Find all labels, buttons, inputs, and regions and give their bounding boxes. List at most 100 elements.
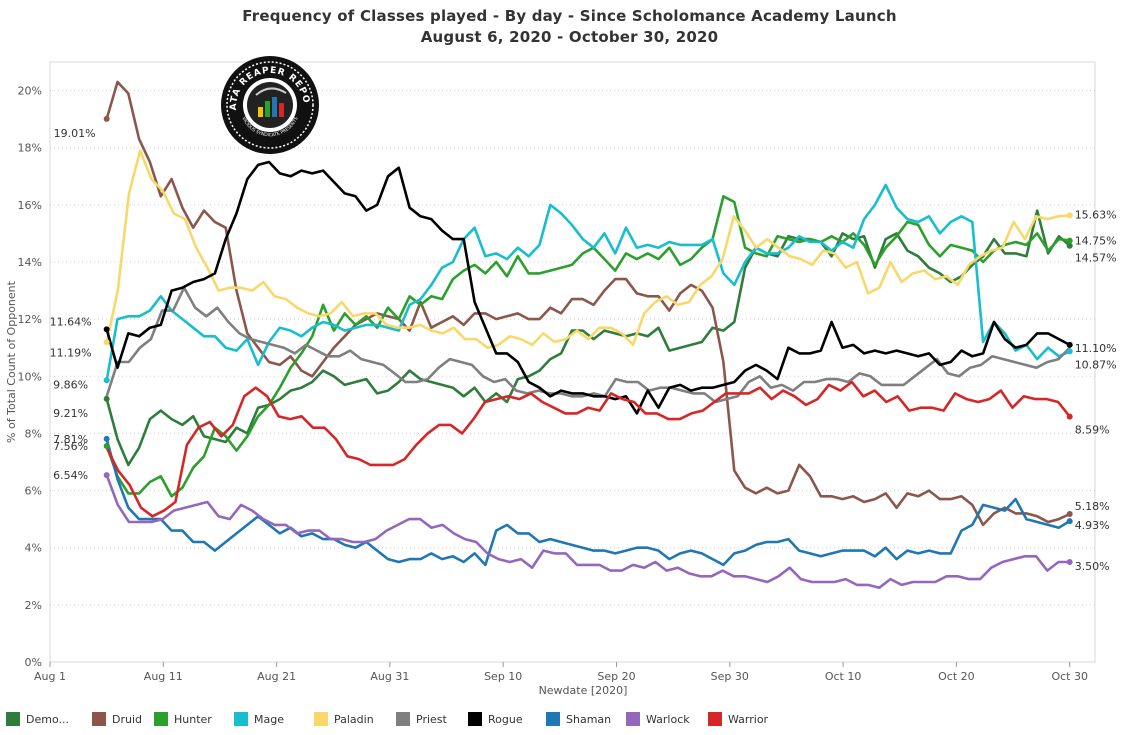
- start-marker-mage: [103, 377, 110, 384]
- end-label-demo: 14.57%: [1075, 252, 1117, 265]
- end-marker-druid: [1066, 511, 1073, 517]
- legend-swatch: [396, 712, 410, 726]
- legend-swatch: [626, 712, 640, 726]
- legend-item-rogue[interactable]: Rogue: [468, 712, 546, 726]
- y-tick-label: 8%: [25, 427, 42, 440]
- x-tick-label: Oct 20: [938, 670, 975, 683]
- y-tick-label: 18%: [18, 142, 42, 155]
- start-label-rogue: 11.64%: [50, 315, 92, 328]
- y-tick-label: 4%: [25, 542, 42, 555]
- legend-label: Rogue: [488, 712, 523, 726]
- chart-title: Frequency of Classes played - By day - S…: [242, 7, 897, 25]
- legend-swatch: [92, 712, 106, 726]
- series-line-warrior: [105, 380, 1071, 518]
- legend-item-mage[interactable]: Mage: [234, 712, 314, 726]
- y-tick-label: 14%: [18, 256, 42, 269]
- legend-item-paladin[interactable]: Paladin: [314, 712, 396, 726]
- x-tick-label: Aug 11: [144, 670, 183, 683]
- start-marker-paladin: [103, 339, 110, 346]
- series-line-priest: [105, 286, 1071, 404]
- legend-swatch: [708, 712, 722, 726]
- start-label-paladin: 11.19%: [50, 346, 92, 359]
- start-marker-warlock: [103, 472, 110, 479]
- x-tick-label: Sep 10: [484, 670, 522, 683]
- start-marker-druid: [103, 115, 110, 122]
- legend-swatch: [546, 712, 560, 726]
- start-label-hunter: 7.56%: [53, 440, 88, 453]
- y-tick-label: 20%: [18, 85, 42, 98]
- start-label-shaman: 7.81%: [53, 433, 88, 446]
- legend-item-warlock[interactable]: Warlock: [626, 712, 708, 726]
- end-label-shaman: 4.93%: [1075, 519, 1110, 532]
- legend-label: Demo...: [26, 712, 69, 726]
- start-label-warlock: 6.54%: [53, 469, 88, 482]
- start-marker-rogue: [103, 326, 110, 333]
- legend-swatch: [234, 712, 248, 726]
- legend-label: Warlock: [646, 712, 690, 726]
- series-line-mage: [105, 183, 1071, 381]
- legend-swatch: [314, 712, 328, 726]
- legend-item-priest[interactable]: Priest: [396, 712, 468, 726]
- legend-label: Warrior: [728, 712, 769, 726]
- y-tick-label: 10%: [18, 370, 42, 383]
- legend-item-hunter[interactable]: Hunter: [154, 712, 234, 726]
- start-label-druid: 19.01%: [54, 127, 96, 140]
- end-label-druid: 5.18%: [1075, 500, 1110, 513]
- end-marker-paladin: [1066, 212, 1073, 219]
- legend-item-druid[interactable]: Druid: [92, 712, 154, 726]
- x-tick-label: Aug 21: [257, 670, 296, 683]
- x-axis-label: Newdate [2020]: [539, 684, 628, 697]
- end-marker-shaman: [1066, 518, 1073, 525]
- legend: Demo... Druid Hunter Mage Paladin Priest Rogue…: [6, 712, 788, 726]
- series-line-hunter: [105, 195, 1070, 498]
- x-tick-label: Oct 10: [825, 670, 862, 683]
- legend-label: Paladin: [334, 712, 374, 726]
- y-axis-label: % of Total Count of Opponent: [5, 280, 18, 443]
- end-label-warrior: 8.59%: [1075, 424, 1110, 437]
- series-line-druid: [105, 80, 1071, 527]
- end-marker-mage: [1066, 348, 1073, 355]
- legend-label: Priest: [416, 712, 447, 726]
- end-label-warlock: 3.50%: [1075, 560, 1110, 573]
- x-tick-label: Sep 20: [597, 670, 635, 683]
- legend-label: Shaman: [566, 712, 612, 726]
- series-line-warlock: [105, 474, 1070, 590]
- legend-swatch: [468, 712, 482, 726]
- series-line-rogue: [105, 160, 1071, 415]
- legend-item-warrior[interactable]: Warrior: [708, 712, 788, 726]
- data-reaper-report-logo: DATA REAPER REPORT VICIOUS SYNDICATE PRE…: [220, 55, 319, 154]
- legend-item-shaman[interactable]: Shaman: [546, 712, 626, 726]
- legend-label: Hunter: [174, 712, 212, 726]
- y-tick-label: 0%: [25, 656, 42, 669]
- x-tick-label: Sep 30: [711, 670, 749, 683]
- end-marker-rogue: [1066, 341, 1073, 348]
- series-line-paladin: [105, 149, 1070, 350]
- y-tick-label: 12%: [18, 313, 42, 326]
- start-marker-demo: [103, 395, 110, 402]
- x-tick-label: Aug 1: [34, 670, 66, 683]
- legend-label: Mage: [254, 712, 284, 726]
- start-label-demo: 9.21%: [53, 407, 88, 420]
- legend-swatch: [154, 712, 168, 726]
- start-marker-hunter: [103, 443, 110, 449]
- end-label-hunter: 14.75%: [1075, 235, 1117, 248]
- start-label-mage: 9.86%: [53, 378, 88, 391]
- start-marker-shaman: [103, 435, 110, 442]
- y-tick-label: 2%: [25, 599, 42, 612]
- end-label-rogue: 11.10%: [1075, 342, 1117, 355]
- end-marker-warrior: [1066, 413, 1073, 420]
- chart-subtitle: August 6, 2020 - October 30, 2020: [420, 28, 719, 46]
- x-tick-label: Oct 30: [1051, 670, 1088, 683]
- y-tick-label: 16%: [18, 199, 42, 212]
- x-tick-label: Aug 31: [370, 670, 409, 683]
- series-line-shaman: [105, 438, 1071, 567]
- end-label-paladin: 15.63%: [1075, 208, 1117, 221]
- legend-swatch: [6, 712, 20, 726]
- end-marker-hunter: [1066, 237, 1073, 244]
- end-marker-demo: [1066, 242, 1073, 249]
- plot-area: [49, 61, 1096, 663]
- y-tick-label: 6%: [25, 485, 42, 498]
- end-marker-warlock: [1066, 559, 1073, 565]
- legend-item-demo[interactable]: Demo...: [6, 712, 92, 726]
